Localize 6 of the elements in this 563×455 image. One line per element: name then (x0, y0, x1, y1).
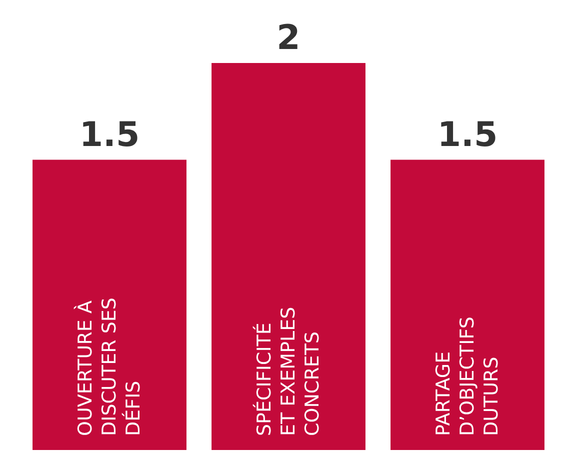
x-tick-label: SPÉCIFICITÉ ET EXEMPLES CONCRETS (252, 306, 324, 436)
data-label: 2 (276, 18, 300, 58)
x-tick-label: PARTAGE D’OBJECTIFS DUTURS (432, 316, 502, 436)
data-label: 1.5 (79, 114, 140, 155)
data-label: 1.5 (437, 114, 498, 155)
x-tick-label: OUVERTURE À DISCUTER SES DÉFIS (74, 298, 144, 436)
